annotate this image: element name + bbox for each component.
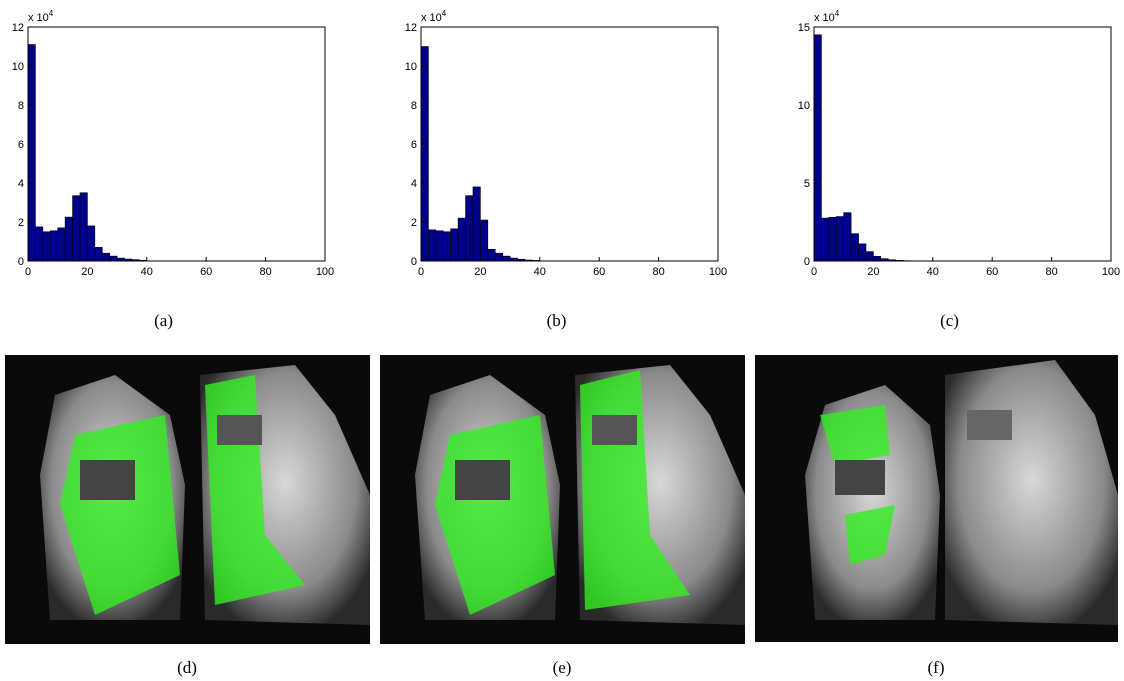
y-tick-label: 6 <box>411 139 417 151</box>
bar <box>72 195 81 262</box>
x-tick-label: 100 <box>1102 266 1120 278</box>
x-tick-label: 100 <box>316 266 334 278</box>
bar <box>420 46 429 262</box>
y-multiplier-base: x 10 <box>28 12 49 24</box>
y-multiplier: x 104 <box>28 9 54 24</box>
x-tick-label: 20 <box>474 266 486 278</box>
bar <box>87 225 96 262</box>
caption: (f) <box>928 658 945 677</box>
bar <box>480 219 489 262</box>
y-tick-label: 0 <box>18 256 24 268</box>
bar <box>35 226 44 262</box>
bar <box>494 252 503 262</box>
bar <box>57 227 66 262</box>
caption: (d) <box>177 658 197 677</box>
bar <box>428 229 437 262</box>
x-tick-label: 60 <box>200 266 212 278</box>
x-tick-label: 0 <box>418 266 424 278</box>
x-tick-label: 80 <box>1045 266 1057 278</box>
bar <box>64 216 73 262</box>
photo-f <box>755 355 1118 642</box>
x-tick-label: 80 <box>259 266 271 278</box>
bar <box>435 230 444 262</box>
bar <box>457 217 466 262</box>
y-multiplier: x 104 <box>421 9 447 24</box>
y-tick-label: 12 <box>405 22 417 34</box>
y-tick-label: 4 <box>18 178 24 190</box>
bar <box>858 243 867 262</box>
bar <box>109 255 118 262</box>
caption: (e) <box>553 658 572 677</box>
bar <box>865 251 874 262</box>
x-tick-label: 0 <box>25 266 31 278</box>
y-tick-label: 15 <box>798 22 810 34</box>
y-tick-label: 12 <box>12 22 24 34</box>
y-tick-label: 2 <box>411 217 417 229</box>
photo-d <box>5 355 370 644</box>
x-tick-label: 100 <box>709 266 727 278</box>
bar <box>821 217 830 262</box>
bar <box>442 231 451 262</box>
caption: (b) <box>547 311 567 330</box>
y-multiplier-base: x 10 <box>814 12 835 24</box>
y-tick-label: 4 <box>411 178 417 190</box>
histogram-panel: 0 20 40 60 80 100 0 5 10 15 x 104 (c) <box>798 9 1120 330</box>
y-tick-label: 10 <box>12 61 24 73</box>
bar <box>101 252 110 262</box>
y-multiplier-exponent: 4 <box>835 9 840 18</box>
x-tick-label: 40 <box>141 266 153 278</box>
x-tick-label: 20 <box>81 266 93 278</box>
bar <box>502 255 511 262</box>
bar <box>27 44 36 262</box>
y-tick-label: 10 <box>405 61 417 73</box>
plot-frame <box>813 26 1112 262</box>
bar <box>828 217 837 262</box>
bar <box>42 231 51 262</box>
y-tick-label: 8 <box>411 100 417 112</box>
photo-e <box>380 355 745 644</box>
bar <box>813 34 822 262</box>
bar <box>843 212 852 262</box>
y-multiplier: x 104 <box>814 9 840 24</box>
bar <box>94 247 103 262</box>
y-tick-label: 10 <box>798 100 810 112</box>
x-tick-label: 40 <box>534 266 546 278</box>
y-tick-label: 0 <box>804 256 810 268</box>
y-tick-label: 2 <box>18 217 24 229</box>
bar <box>450 228 459 262</box>
x-tick-label: 40 <box>927 266 939 278</box>
y-multiplier-exponent: 4 <box>442 9 447 18</box>
bar <box>49 230 59 262</box>
bar <box>79 192 88 262</box>
bar <box>472 186 481 262</box>
x-tick-label: 60 <box>593 266 605 278</box>
caption: (a) <box>154 311 173 330</box>
bar <box>465 195 474 262</box>
y-tick-label: 6 <box>18 139 24 151</box>
x-tick-label: 20 <box>867 266 879 278</box>
y-tick-label: 0 <box>411 256 417 268</box>
bar <box>873 256 882 262</box>
y-tick-label: 8 <box>18 100 24 112</box>
bar <box>835 216 845 262</box>
x-tick-label: 80 <box>652 266 664 278</box>
x-tick-label: 0 <box>811 266 817 278</box>
x-tick-label: 60 <box>986 266 998 278</box>
y-multiplier-base: x 10 <box>421 12 442 24</box>
caption: (c) <box>940 311 959 330</box>
y-tick-label: 5 <box>804 178 810 190</box>
y-multiplier-exponent: 4 <box>49 9 54 18</box>
bar <box>850 233 859 262</box>
bar <box>487 249 496 262</box>
